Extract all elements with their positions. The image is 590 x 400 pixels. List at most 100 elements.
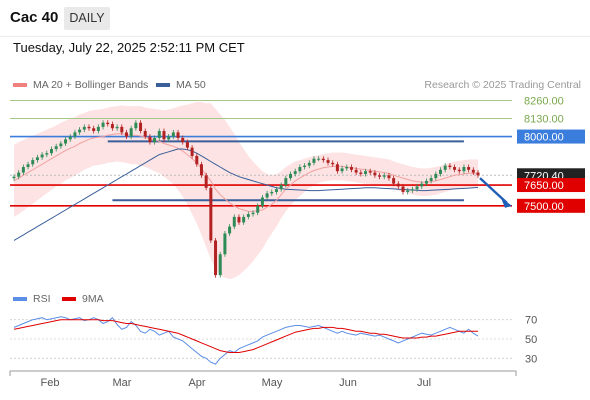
candle-body: [270, 191, 274, 194]
candle-body: [293, 171, 297, 174]
candle-body: [284, 178, 288, 186]
candle-body: [251, 212, 255, 215]
candle-body: [312, 158, 316, 163]
rsi-tick-50: 50: [525, 334, 537, 346]
rsi-series-RSI: [13, 316, 479, 365]
candle-body: [157, 131, 161, 138]
candle-body: [64, 139, 68, 144]
candle-body: [349, 167, 353, 170]
candle-body: [40, 154, 44, 158]
candle-body: [242, 216, 246, 223]
x-axis-label-May: May: [262, 377, 283, 389]
candle-body: [396, 183, 400, 187]
price-chart[interactable]: 7720.408260.008130.008000.007650.007500.…: [0, 0, 590, 285]
candle-body: [382, 175, 386, 177]
candle-body: [471, 169, 475, 173]
legend-9ma: 9MA: [62, 293, 104, 305]
rsi-swatch: [13, 297, 27, 301]
candle-body: [335, 164, 339, 172]
rsi-series-9MA: [13, 319, 478, 353]
legend-rsi: RSI: [13, 293, 51, 305]
candle-body: [415, 186, 419, 190]
candle-body: [31, 160, 35, 165]
candle-body: [143, 131, 147, 137]
candle-body: [392, 178, 396, 184]
candle-body: [457, 169, 461, 172]
candle-body: [106, 122, 110, 125]
candle-body: [228, 226, 232, 234]
candle-body: [129, 128, 133, 137]
candle-body: [134, 122, 138, 129]
candle-body: [378, 175, 382, 177]
candle-body: [153, 137, 157, 143]
x-axis-label-Feb: Feb: [41, 377, 60, 389]
candle-body: [209, 187, 213, 241]
rsi-label: RSI: [33, 293, 51, 305]
candle-body: [110, 124, 114, 129]
header-divider: [0, 36, 590, 37]
candle-body: [59, 143, 63, 147]
candle-body: [246, 214, 250, 217]
candle-body: [190, 147, 194, 156]
price-label-7500.00: 7500.00: [524, 201, 564, 213]
candle-body: [167, 136, 171, 140]
candle-body: [171, 132, 175, 137]
candle-body: [368, 171, 372, 173]
candle-body: [49, 149, 53, 154]
candle-body: [420, 183, 424, 187]
rsi-tick-70: 70: [525, 315, 537, 327]
price-label-bg: [517, 178, 585, 193]
bollinger-swatch: [13, 83, 27, 87]
candle-body: [214, 240, 218, 276]
candle-body: [87, 126, 91, 129]
candle-body: [462, 167, 466, 172]
candle-body: [364, 171, 368, 174]
candle-body: [321, 158, 325, 161]
candle-body: [354, 169, 358, 173]
ma50-line: [13, 148, 479, 241]
candle-body: [434, 173, 438, 179]
candle-body: [289, 173, 293, 179]
bollinger-band-layer: [14, 101, 478, 280]
projection-arrow-head: [501, 197, 512, 208]
candle-body: [17, 172, 21, 177]
price-label-bg: [517, 198, 585, 213]
ma50-label: MA 50: [176, 79, 206, 91]
candle-body: [307, 162, 311, 166]
candle-body: [265, 193, 269, 198]
rsi-ma-label: 9MA: [82, 293, 104, 305]
candle-body: [453, 167, 457, 170]
candle-body: [78, 129, 82, 133]
candle-body: [237, 216, 241, 223]
candle-body: [139, 122, 143, 132]
x-axis-label-Apr: Apr: [188, 377, 205, 389]
rsi-tick-30: 30: [525, 353, 537, 365]
research-credit: Research © 2025 Trading Central: [424, 79, 581, 91]
candle-body: [12, 176, 16, 179]
candle-body: [373, 172, 377, 176]
candle-body: [218, 254, 222, 276]
timeframe-tab-daily[interactable]: DAILY: [64, 7, 110, 30]
candle-body: [401, 186, 405, 192]
candle-body: [279, 185, 283, 190]
candle-body: [410, 189, 414, 191]
candle-body: [54, 146, 58, 150]
candle-body: [317, 158, 321, 160]
rsi-lines-layer: [13, 316, 479, 365]
rsi-grid-layer: 70 50 30: [10, 315, 537, 365]
candle-body: [326, 160, 330, 163]
price-label-7650.00: 7650.00: [524, 180, 564, 192]
legend-ma50: MA 50: [156, 79, 206, 91]
ma20-line: [13, 133, 478, 212]
candle-body: [223, 233, 227, 255]
candle-body: [303, 165, 307, 168]
candle-body: [256, 205, 260, 213]
candle-body: [162, 131, 166, 140]
candle-body: [82, 126, 86, 130]
candle-body: [443, 165, 447, 170]
candle-body: [195, 155, 199, 165]
candle-body: [467, 167, 471, 170]
datetime: Tuesday, July 22, 2025 2:52:11 PM CET: [13, 40, 245, 55]
candle-body: [204, 175, 208, 188]
candle-body: [26, 164, 30, 168]
